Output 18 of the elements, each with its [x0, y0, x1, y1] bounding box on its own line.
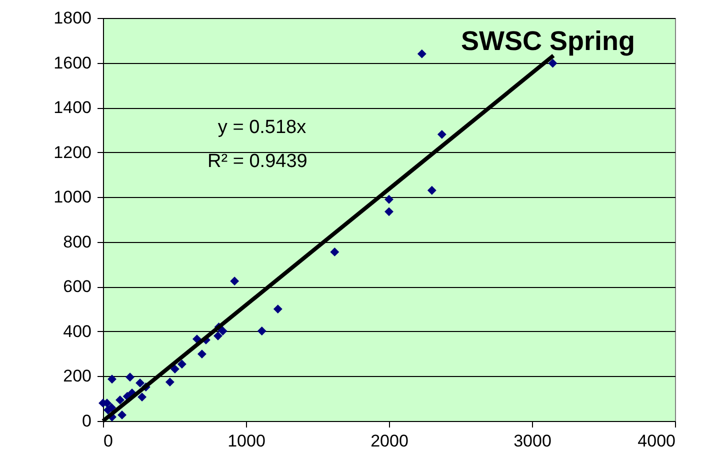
annotation: R² = 0.9439 — [208, 151, 308, 172]
y-tick-label: 1200 — [54, 142, 92, 162]
x-tick-label: 1000 — [228, 432, 266, 450]
y-tick-label: 1800 — [54, 8, 92, 28]
x-tick-label: 2000 — [370, 432, 408, 450]
y-tick-label: 0 — [82, 412, 92, 430]
y-tick-label: 1400 — [54, 98, 92, 118]
annotation: y = 0.518x — [218, 116, 307, 138]
y-tick-label: 200 — [63, 366, 92, 386]
x-tick-label: 0 — [104, 432, 113, 450]
y-tick-label: 1000 — [54, 188, 92, 207]
chart-title: SWSC Spring — [461, 26, 635, 56]
x-tick-label: 4000 — [638, 432, 676, 450]
y-tick-label: 1600 — [54, 53, 92, 72]
y-tick-label: 800 — [63, 232, 92, 252]
y-tick-label: 400 — [63, 322, 92, 341]
y-tick-label: 600 — [63, 277, 92, 296]
x-tick-label: 3000 — [514, 432, 552, 450]
